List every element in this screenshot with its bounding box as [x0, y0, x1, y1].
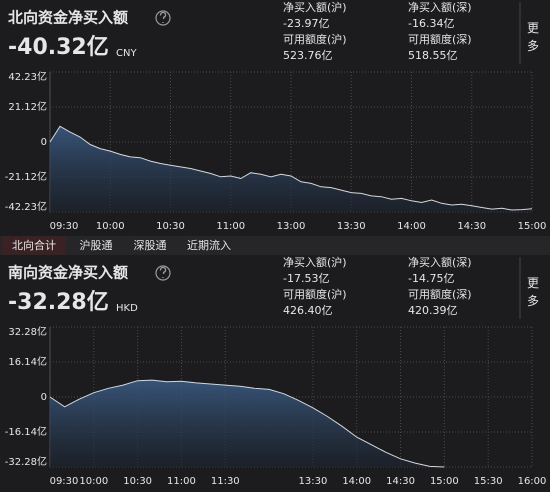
x-tick-label: 15:30 — [474, 476, 503, 487]
x-tick-label: 10:30 — [123, 476, 152, 487]
stat-value: 426.40亿 — [283, 304, 333, 317]
x-tick-label: 10:00 — [79, 476, 108, 487]
x-tick-label: 09:30 — [50, 476, 79, 487]
stat-label: 可用额度(深) — [408, 287, 472, 301]
net-total: -40.32亿 — [8, 35, 109, 60]
net-flow-line — [49, 379, 445, 468]
stat-label: 净买入额(深) — [408, 255, 472, 269]
x-tick-label: 14:30 — [386, 476, 415, 487]
net-total: -32.28亿 — [8, 290, 109, 315]
help-icon-mark — [159, 11, 167, 23]
tab-active-bg — [2, 236, 66, 255]
y-tick-label: -42.23亿 — [5, 200, 47, 213]
stat-value: -23.97亿 — [283, 17, 329, 30]
tab[interactable]: 沪股通 — [80, 238, 113, 252]
x-tick-label: 14:30 — [457, 221, 486, 232]
x-tick-label: 14:00 — [397, 221, 426, 232]
x-tick-label: 10:00 — [96, 221, 125, 232]
help-icon[interactable] — [155, 265, 171, 281]
x-tick-label: 11:00 — [216, 221, 245, 232]
more-button[interactable]: 更多 — [527, 276, 539, 308]
x-tick-label: 13:30 — [298, 476, 327, 487]
net-flow-line — [49, 125, 533, 211]
y-tick-label: 0 — [41, 392, 47, 403]
panel-title: 南向资金净买入额 — [8, 264, 128, 282]
y-tick-label: 21.12亿 — [8, 100, 47, 113]
stat-label: 净买入额(沪) — [283, 255, 347, 269]
x-tick-label: 15:00 — [518, 221, 547, 232]
y-tick-label: 0 — [41, 137, 47, 148]
x-tick-label: 10:30 — [156, 221, 185, 232]
y-tick-label: 32.28亿 — [8, 325, 47, 338]
x-tick-label: 13:00 — [277, 221, 306, 232]
tab[interactable]: 北向合计 — [12, 238, 56, 252]
y-tick-label: 16.14亿 — [8, 355, 47, 368]
stat-label: 净买入额(沪) — [283, 0, 347, 14]
stat-value: -17.53亿 — [283, 272, 329, 285]
help-icon[interactable] — [155, 10, 171, 26]
x-tick-label: 14:00 — [342, 476, 371, 487]
x-tick-label: 13:30 — [337, 221, 366, 232]
x-tick-label: 11:00 — [167, 476, 196, 487]
currency: HKD — [116, 303, 138, 314]
stat-value: -16.34亿 — [408, 17, 454, 30]
help-icon-mark — [159, 266, 167, 278]
panel-title: 北向资金净买入额 — [8, 9, 128, 27]
stat-value: 518.55亿 — [408, 49, 458, 62]
x-tick-label: 15:00 — [430, 476, 459, 487]
area-fill — [50, 380, 445, 467]
stat-label: 可用额度(沪) — [283, 32, 347, 46]
y-tick-label: -21.12亿 — [5, 170, 47, 183]
tab[interactable]: 深股通 — [134, 239, 167, 252]
stat-value: 420.39亿 — [408, 304, 458, 317]
stat-value: -14.75亿 — [408, 272, 454, 285]
tab-bar — [0, 236, 550, 255]
more-button[interactable]: 更多 — [527, 21, 539, 53]
y-tick-label: -32.28亿 — [5, 455, 47, 468]
area-fill — [50, 126, 532, 212]
stat-label: 净买入额(深) — [408, 0, 472, 14]
currency: CNY — [116, 48, 137, 59]
tab[interactable]: 近期流入 — [187, 238, 231, 252]
y-tick-label: 42.23亿 — [8, 70, 47, 83]
y-tick-label: -16.14亿 — [5, 425, 47, 438]
x-tick-label: 11:30 — [211, 476, 240, 487]
stat-label: 可用额度(沪) — [283, 287, 347, 301]
stat-label: 可用额度(深) — [408, 32, 472, 46]
stat-value: 523.76亿 — [283, 49, 333, 62]
x-tick-label: 09:30 — [50, 221, 79, 232]
x-tick-label: 16:00 — [518, 476, 547, 487]
